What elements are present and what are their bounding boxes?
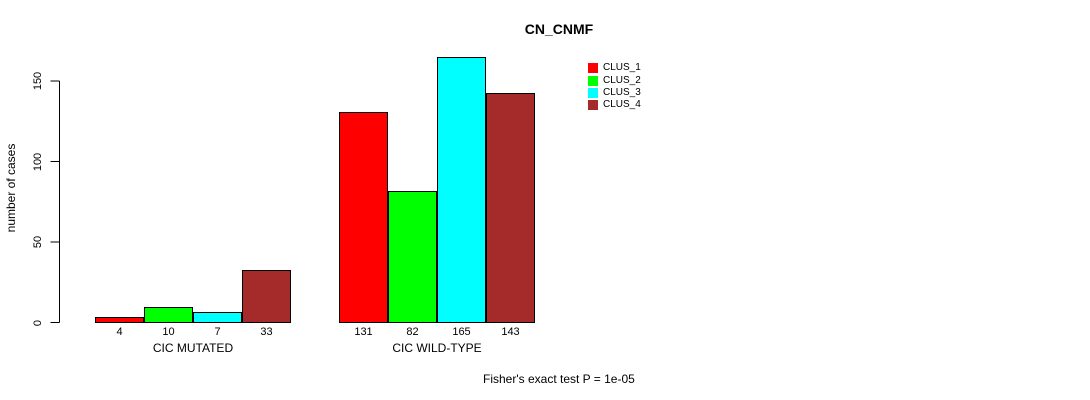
legend-swatch-clus-3 [588, 87, 598, 98]
bar-value-label: 33 [260, 326, 273, 338]
y-tick-label: 150 [32, 71, 44, 91]
bar-clus-1-cic-mutated [95, 317, 144, 323]
group-label-cic-mutated: CIC MUTATED [152, 341, 234, 355]
bar-value-label: 4 [116, 326, 123, 338]
bar-clus-3-cic-wild-type [437, 57, 486, 323]
legend-item-clus-4: CLUS_4 [588, 99, 641, 111]
y-tick-label: 100 [32, 152, 44, 171]
legend-label: CLUS_3 [603, 86, 641, 98]
legend-item-clus-1: CLUS_1 [588, 62, 641, 74]
bar-value-label: 82 [406, 326, 419, 338]
legend-label: CLUS_4 [603, 99, 641, 111]
legend-swatch-clus-4 [588, 100, 598, 111]
legend-swatch-clus-2 [588, 75, 598, 86]
chart-title: CN_CNMF [524, 21, 594, 37]
bar-value-label: 131 [354, 326, 373, 338]
legend-swatch-clus-1 [588, 63, 598, 74]
y-tick-label: 0 [32, 319, 44, 326]
bar-clus-4-cic-wild-type [486, 93, 535, 323]
y-tick-label: 50 [32, 235, 44, 249]
legend-item-clus-3: CLUS_3 [588, 87, 641, 99]
legend: CLUS_1 CLUS_2 CLUS_3 CLUS_4 [588, 62, 641, 112]
bar-clus-2-cic-wild-type [388, 191, 437, 323]
bar-value-label: 7 [214, 326, 221, 338]
legend-label: CLUS_2 [603, 74, 641, 86]
bar-clus-3-cic-mutated [193, 312, 242, 323]
bar-clus-1-cic-wild-type [339, 112, 388, 323]
stat-annotation: Fisher's exact test P = 1e-05 [483, 372, 635, 386]
bar-clus-4-cic-mutated [242, 270, 291, 323]
legend-item-clus-2: CLUS_2 [588, 74, 641, 86]
legend-label: CLUS_1 [603, 62, 641, 74]
bar-value-label: 143 [501, 326, 520, 338]
bar-value-label: 10 [162, 326, 175, 338]
bar-value-label: 165 [452, 326, 471, 338]
bar-clus-2-cic-mutated [144, 307, 193, 323]
group-label-cic-wild-type: CIC WILD-TYPE [392, 341, 482, 355]
